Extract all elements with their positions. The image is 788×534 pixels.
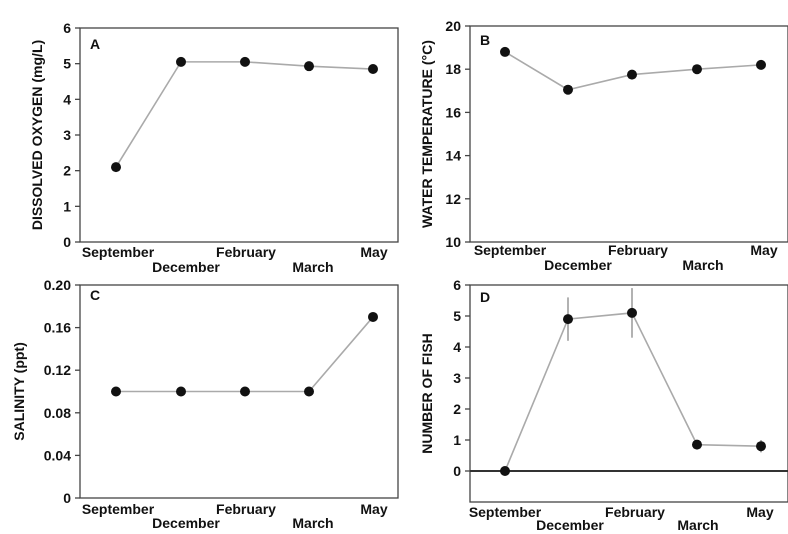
panel-d-x-tick-label: December <box>536 517 604 533</box>
panel-c-y-axis-label: SALINITY (ppt) <box>11 342 27 441</box>
panel-a-y-tick-label: 5 <box>63 56 71 72</box>
panel-b-data-point <box>692 64 702 75</box>
panel-a-data-point <box>368 64 378 75</box>
panel-d-data-point <box>563 314 573 325</box>
panel-c-data-point <box>304 386 314 397</box>
panel-b-data-point <box>563 84 573 95</box>
panel-letter-c: C <box>90 287 100 303</box>
panel-a-y-tick-label: 4 <box>63 91 71 107</box>
panel-a-x-tick-label: March <box>292 259 333 275</box>
panel-b-y-tick-label: 10 <box>445 234 461 250</box>
panel-a-data-point <box>304 61 314 72</box>
panel-a-plot-frame <box>79 27 399 243</box>
panel-d-y-tick-label: 3 <box>453 370 461 386</box>
panel-d-plot-frame <box>469 284 788 503</box>
panel-c-data-point <box>240 386 250 397</box>
panel-b-y-tick-label: 20 <box>445 18 461 34</box>
panel-b-x-tick-label: March <box>682 257 723 273</box>
panel-d-x-tick-label: February <box>605 504 665 520</box>
panel-c-data-point <box>176 386 186 397</box>
panel-c-y-tick-label: 0.20 <box>44 277 71 293</box>
panel-c-x-tick-label: December <box>152 515 220 531</box>
panel-a-x-tick-label: September <box>82 244 155 260</box>
panel-a-y-tick-label: 1 <box>63 198 71 214</box>
panel-d-y-tick-label: 6 <box>453 277 461 293</box>
panel-d-number-of-fish: D 0 1 2 3 4 5 6 NUMBER OF FISH SeptemberDecember… <box>419 277 788 533</box>
panel-b-data-point <box>756 59 766 70</box>
panel-b-y-tick-label: 16 <box>445 104 461 120</box>
panel-c-x-tick-label: May <box>360 501 387 517</box>
panel-c-y-tick-label: 0.08 <box>44 405 71 421</box>
panel-d-data-point <box>627 307 637 318</box>
panel-a-x-tick-label: December <box>152 259 220 275</box>
panel-a-data-point <box>240 56 250 67</box>
panel-c-x-tick-label: September <box>82 501 155 517</box>
panel-d-series-line <box>504 312 762 472</box>
panel-d-y-tick-label: 4 <box>453 339 461 355</box>
panel-a-data-point <box>176 56 186 67</box>
panel-a-dissolved-oxygen: A 0 1 2 3 4 5 6 DISSOLVED OXYGEN (mg/L) Septembe… <box>29 20 399 275</box>
panel-letter-b: B <box>480 32 490 48</box>
panel-c-plot-frame <box>79 284 399 499</box>
panel-b-plot-frame <box>469 25 788 243</box>
panel-c-x-tick-label: March <box>292 515 333 531</box>
panel-c-data-point <box>368 311 378 322</box>
panel-d-x-tick-label: September <box>469 504 542 520</box>
panel-c-y-tick-label: 0 <box>63 490 71 506</box>
panel-d-y-tick-label: 0 <box>453 463 461 479</box>
panel-d-y-tick-label: 1 <box>453 432 461 448</box>
panel-c-data-point <box>111 386 121 397</box>
panel-letter-d: D <box>480 289 490 305</box>
panel-c-y-tick-label: 0.16 <box>44 320 71 336</box>
panel-b-x-tick-label: December <box>544 257 612 273</box>
panel-d-x-tick-label: March <box>677 517 718 533</box>
panel-a-y-axis-label: DISSOLVED OXYGEN (mg/L) <box>29 40 45 230</box>
panel-b-y-tick-label: 14 <box>445 148 461 164</box>
panel-b-y-tick-label: 18 <box>445 61 461 77</box>
panel-a-x-tick-label: May <box>360 244 387 260</box>
panel-d-data-point <box>756 441 766 452</box>
panel-b-data-point <box>627 69 637 80</box>
panel-b-y-axis-label: WATER TEMPERATURE (°C) <box>419 40 435 228</box>
panel-a-y-tick-label: 3 <box>63 127 71 143</box>
panel-b-y-tick-label: 12 <box>445 191 461 207</box>
panel-a-y-tick-label: 6 <box>63 20 71 36</box>
panel-a-data-point <box>111 162 121 173</box>
panel-c-series-line <box>116 316 374 393</box>
panel-d-data-point <box>500 466 510 476</box>
panel-a-y-tick-label: 0 <box>63 234 71 250</box>
panel-c-salinity: C 0 0.04 0.08 0.12 0.16 0.20 SALINITY (ppt) Sep… <box>11 277 399 531</box>
panel-d-data-point <box>692 439 702 450</box>
panel-b-x-tick-label: February <box>608 242 668 258</box>
panel-d-y-axis-label: NUMBER OF FISH <box>419 333 435 454</box>
panel-c-y-tick-label: 0.04 <box>44 447 71 463</box>
panel-b-x-tick-label: September <box>474 242 547 258</box>
panel-b-water-temperature: B 10 12 14 16 18 20 WATER TEMPERATURE (°C) Sept… <box>419 18 788 273</box>
panel-b-x-tick-label: May <box>750 242 777 258</box>
panel-letter-a: A <box>90 36 100 52</box>
panel-a-series-line <box>115 61 374 168</box>
panel-d-y-tick-label: 2 <box>453 401 461 417</box>
panel-c-x-tick-label: February <box>216 501 276 517</box>
panel-a-x-tick-label: February <box>216 244 276 260</box>
panel-b-data-point <box>500 46 510 57</box>
panel-a-y-tick-label: 2 <box>63 163 71 179</box>
panel-d-x-tick-label: May <box>746 504 773 520</box>
panel-d-y-tick-label: 5 <box>453 308 461 324</box>
panel-c-y-tick-label: 0.12 <box>44 362 71 378</box>
